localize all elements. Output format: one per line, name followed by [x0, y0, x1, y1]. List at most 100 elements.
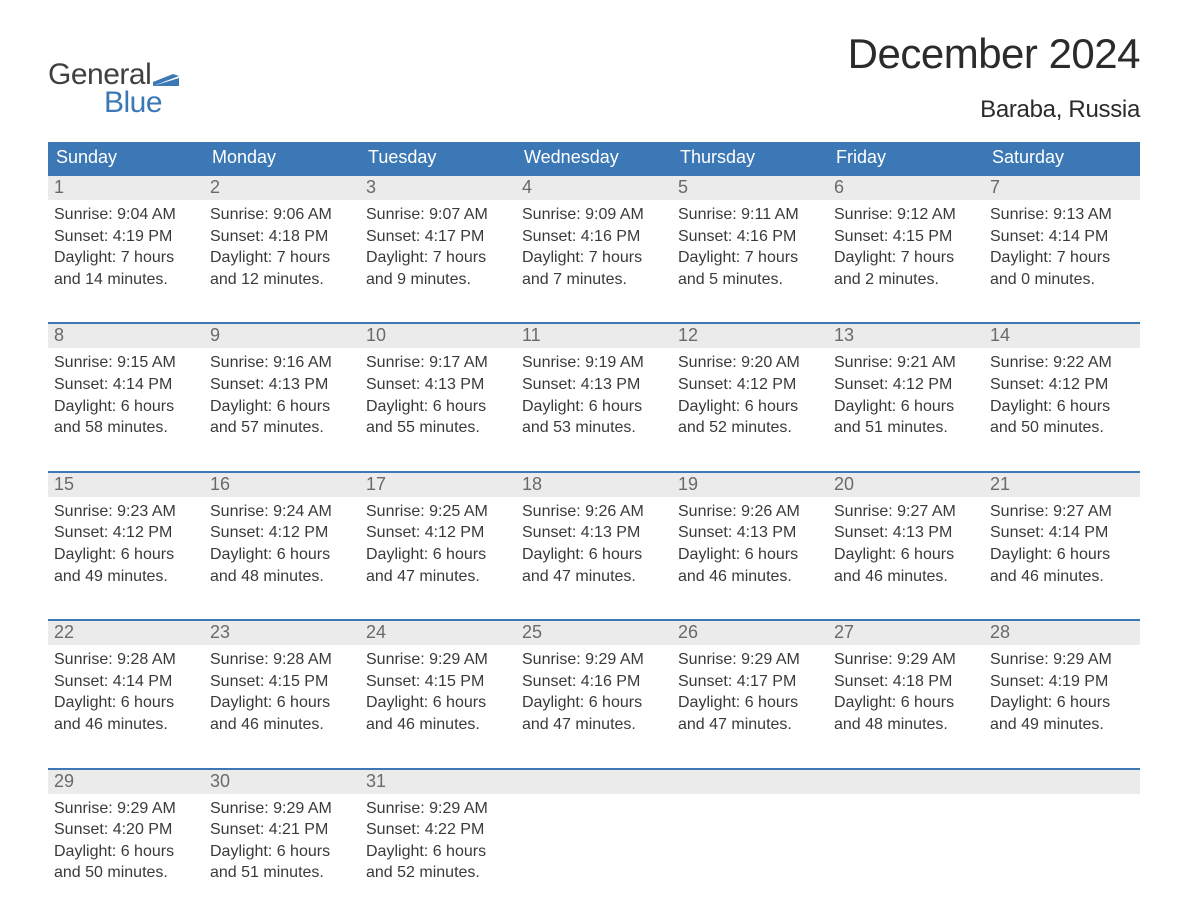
- day-cell: Sunrise: 9:24 AMSunset: 4:12 PMDaylight:…: [204, 497, 360, 591]
- day-number: 11: [516, 324, 672, 348]
- day-number: 18: [516, 473, 672, 497]
- sunset-text: Sunset: 4:17 PM: [366, 226, 510, 248]
- daylight-text: Daylight: 7 hours: [678, 247, 822, 269]
- sunset-text: Sunset: 4:14 PM: [990, 522, 1134, 544]
- sunset-text: Sunset: 4:12 PM: [678, 374, 822, 396]
- logo: General Blue: [48, 58, 179, 120]
- sunrise-text: Sunrise: 9:27 AM: [834, 501, 978, 523]
- day-number: [516, 770, 672, 794]
- day-cell: Sunrise: 9:26 AMSunset: 4:13 PMDaylight:…: [672, 497, 828, 591]
- daylight-text: Daylight: 7 hours: [990, 247, 1134, 269]
- daylight-text: and 52 minutes.: [366, 862, 510, 884]
- weekday-monday: Monday: [204, 142, 360, 174]
- sunrise-text: Sunrise: 9:29 AM: [366, 798, 510, 820]
- daylight-text: and 58 minutes.: [54, 417, 198, 439]
- day-cell: Sunrise: 9:29 AMSunset: 4:17 PMDaylight:…: [672, 645, 828, 739]
- day-number: 7: [984, 176, 1140, 200]
- daylight-text: and 46 minutes.: [834, 566, 978, 588]
- sunrise-text: Sunrise: 9:16 AM: [210, 352, 354, 374]
- daylight-text: Daylight: 6 hours: [210, 396, 354, 418]
- sunrise-text: Sunrise: 9:12 AM: [834, 204, 978, 226]
- day-number: 22: [48, 621, 204, 645]
- day-cell: Sunrise: 9:19 AMSunset: 4:13 PMDaylight:…: [516, 348, 672, 442]
- daylight-text: and 48 minutes.: [834, 714, 978, 736]
- sunset-text: Sunset: 4:12 PM: [990, 374, 1134, 396]
- sunset-text: Sunset: 4:14 PM: [54, 374, 198, 396]
- sunrise-text: Sunrise: 9:07 AM: [366, 204, 510, 226]
- day-cell: Sunrise: 9:20 AMSunset: 4:12 PMDaylight:…: [672, 348, 828, 442]
- daylight-text: Daylight: 6 hours: [210, 692, 354, 714]
- sunrise-text: Sunrise: 9:27 AM: [990, 501, 1134, 523]
- day-cell: Sunrise: 9:27 AMSunset: 4:14 PMDaylight:…: [984, 497, 1140, 591]
- sunset-text: Sunset: 4:19 PM: [54, 226, 198, 248]
- sunset-text: Sunset: 4:13 PM: [522, 522, 666, 544]
- day-cell: Sunrise: 9:22 AMSunset: 4:12 PMDaylight:…: [984, 348, 1140, 442]
- daylight-text: and 57 minutes.: [210, 417, 354, 439]
- daynum-row: 293031: [48, 770, 1140, 794]
- daylight-text: Daylight: 6 hours: [366, 692, 510, 714]
- sunset-text: Sunset: 4:19 PM: [990, 671, 1134, 693]
- day-cell: Sunrise: 9:29 AMSunset: 4:19 PMDaylight:…: [984, 645, 1140, 739]
- day-cell: Sunrise: 9:29 AMSunset: 4:18 PMDaylight:…: [828, 645, 984, 739]
- day-number: 20: [828, 473, 984, 497]
- daylight-text: and 50 minutes.: [990, 417, 1134, 439]
- daylight-text: Daylight: 6 hours: [678, 692, 822, 714]
- day-number: [828, 770, 984, 794]
- sunrise-text: Sunrise: 9:23 AM: [54, 501, 198, 523]
- day-number: 12: [672, 324, 828, 348]
- weekday-header-row: SundayMondayTuesdayWednesdayThursdayFrid…: [48, 142, 1140, 174]
- daylight-text: and 47 minutes.: [366, 566, 510, 588]
- daylight-text: Daylight: 6 hours: [990, 396, 1134, 418]
- daylight-text: and 7 minutes.: [522, 269, 666, 291]
- day-cell: Sunrise: 9:06 AMSunset: 4:18 PMDaylight:…: [204, 200, 360, 294]
- sunrise-text: Sunrise: 9:15 AM: [54, 352, 198, 374]
- daylight-text: and 5 minutes.: [678, 269, 822, 291]
- sunset-text: Sunset: 4:12 PM: [366, 522, 510, 544]
- daylight-text: Daylight: 6 hours: [54, 841, 198, 863]
- day-cell: Sunrise: 9:29 AMSunset: 4:16 PMDaylight:…: [516, 645, 672, 739]
- day-number: 2: [204, 176, 360, 200]
- daylight-text: and 47 minutes.: [522, 714, 666, 736]
- sunrise-text: Sunrise: 9:13 AM: [990, 204, 1134, 226]
- daylight-text: and 0 minutes.: [990, 269, 1134, 291]
- daylight-text: and 46 minutes.: [210, 714, 354, 736]
- sunset-text: Sunset: 4:13 PM: [834, 522, 978, 544]
- daylight-text: Daylight: 6 hours: [210, 841, 354, 863]
- sunset-text: Sunset: 4:12 PM: [210, 522, 354, 544]
- daylight-text: and 51 minutes.: [210, 862, 354, 884]
- daylight-text: Daylight: 7 hours: [54, 247, 198, 269]
- daylight-text: Daylight: 6 hours: [990, 692, 1134, 714]
- daylight-text: and 53 minutes.: [522, 417, 666, 439]
- daynum-row: 891011121314: [48, 324, 1140, 348]
- day-number: 21: [984, 473, 1140, 497]
- day-cell: Sunrise: 9:28 AMSunset: 4:14 PMDaylight:…: [48, 645, 204, 739]
- sunset-text: Sunset: 4:18 PM: [834, 671, 978, 693]
- logo-text-blue: Blue: [104, 86, 162, 120]
- day-cell: Sunrise: 9:29 AMSunset: 4:15 PMDaylight:…: [360, 645, 516, 739]
- header: General Blue December 2024 Baraba, Russi…: [48, 30, 1140, 124]
- day-number: 10: [360, 324, 516, 348]
- daylight-text: and 49 minutes.: [990, 714, 1134, 736]
- day-cell: [516, 794, 672, 888]
- sunrise-text: Sunrise: 9:26 AM: [678, 501, 822, 523]
- daylight-text: and 47 minutes.: [678, 714, 822, 736]
- sunset-text: Sunset: 4:13 PM: [366, 374, 510, 396]
- day-cell: Sunrise: 9:25 AMSunset: 4:12 PMDaylight:…: [360, 497, 516, 591]
- day-cell: Sunrise: 9:15 AMSunset: 4:14 PMDaylight:…: [48, 348, 204, 442]
- day-number: 5: [672, 176, 828, 200]
- sunset-text: Sunset: 4:16 PM: [522, 226, 666, 248]
- daylight-text: and 46 minutes.: [54, 714, 198, 736]
- day-number: [984, 770, 1140, 794]
- day-number: 3: [360, 176, 516, 200]
- sunset-text: Sunset: 4:16 PM: [522, 671, 666, 693]
- daylight-text: and 47 minutes.: [522, 566, 666, 588]
- daylight-text: and 50 minutes.: [54, 862, 198, 884]
- day-cell: [672, 794, 828, 888]
- sunrise-text: Sunrise: 9:22 AM: [990, 352, 1134, 374]
- day-number: 4: [516, 176, 672, 200]
- day-number: 8: [48, 324, 204, 348]
- sunset-text: Sunset: 4:15 PM: [366, 671, 510, 693]
- day-number: 1: [48, 176, 204, 200]
- sunset-text: Sunset: 4:17 PM: [678, 671, 822, 693]
- daylight-text: Daylight: 6 hours: [990, 544, 1134, 566]
